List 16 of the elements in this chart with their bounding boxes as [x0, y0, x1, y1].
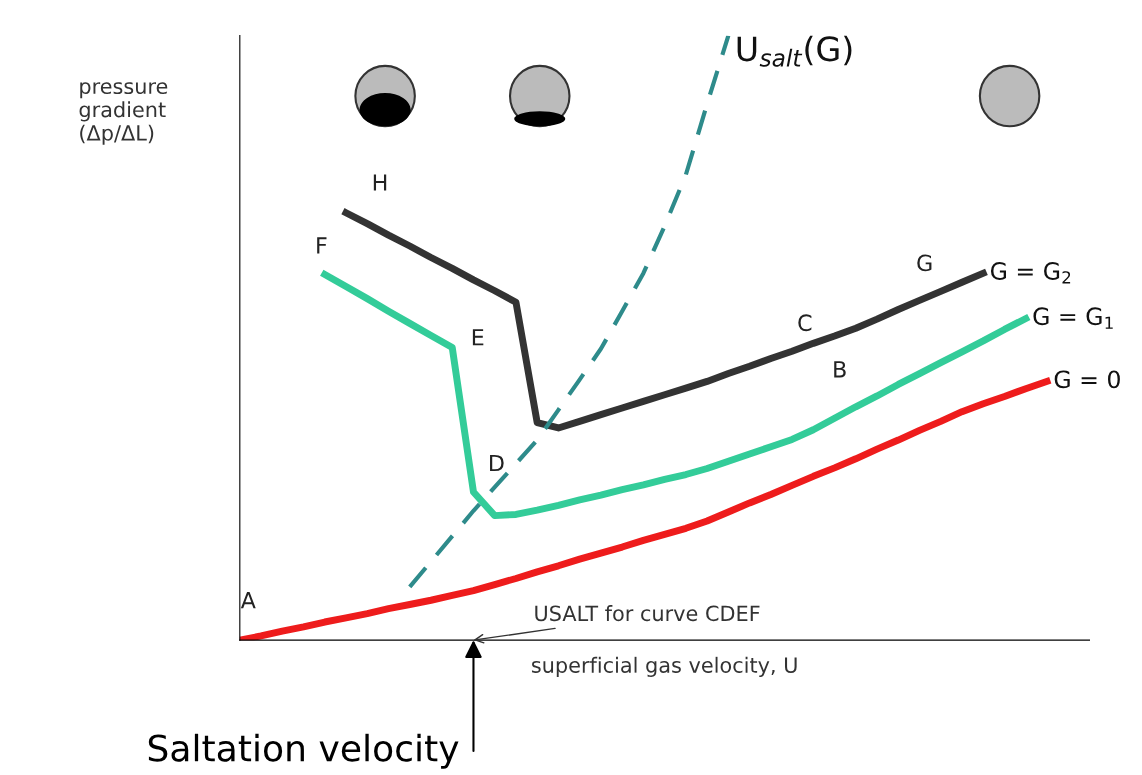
- series-label: U$_{salt}$(G): [737, 35, 852, 67]
- annotation: B: [834, 361, 846, 378]
- annotation: C: [798, 314, 812, 332]
- text: Saltation velocity: [148, 733, 459, 769]
- annotation: G: [917, 254, 932, 272]
- y-axis-title: pressure gradient (Δp/ΔL): [79, 82, 168, 145]
- series-label: G = 0: [1054, 370, 1120, 389]
- annotation: F: [317, 237, 327, 254]
- annotation: A: [240, 592, 256, 609]
- annotation: USALT for curve CDEF: [535, 605, 760, 622]
- x-axis-title: superficial gas velocity, U: [531, 656, 797, 677]
- annotation: E: [472, 329, 484, 346]
- series-label: G = G$_{1}$: [1033, 307, 1113, 329]
- annotation: D: [490, 454, 504, 472]
- annotation: H: [373, 174, 387, 191]
- series-label: G = G$_{2}$: [990, 262, 1071, 284]
